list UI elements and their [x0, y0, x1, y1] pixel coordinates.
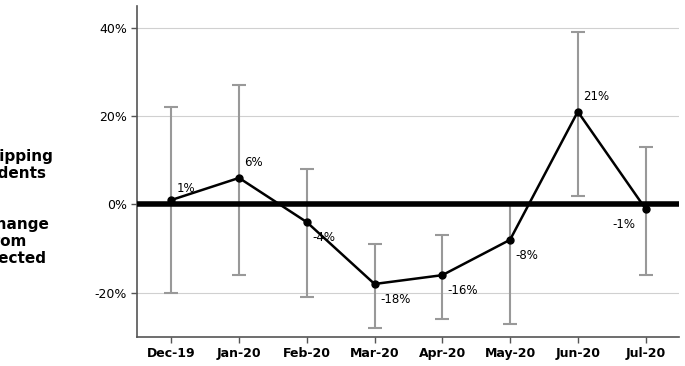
Text: 6%: 6% — [245, 156, 263, 169]
Text: 1%: 1% — [177, 183, 195, 195]
Text: -1%: -1% — [612, 218, 636, 231]
Text: -16%: -16% — [448, 284, 478, 297]
Text: -18%: -18% — [380, 293, 410, 306]
Text: Fly-tipping
Incidents: Fly-tipping Incidents — [0, 149, 53, 181]
Text: -4%: -4% — [312, 231, 335, 244]
Text: -8%: -8% — [516, 249, 538, 262]
Text: % Change
from
Expected: % Change from Expected — [0, 217, 49, 266]
Text: 21%: 21% — [583, 90, 610, 102]
